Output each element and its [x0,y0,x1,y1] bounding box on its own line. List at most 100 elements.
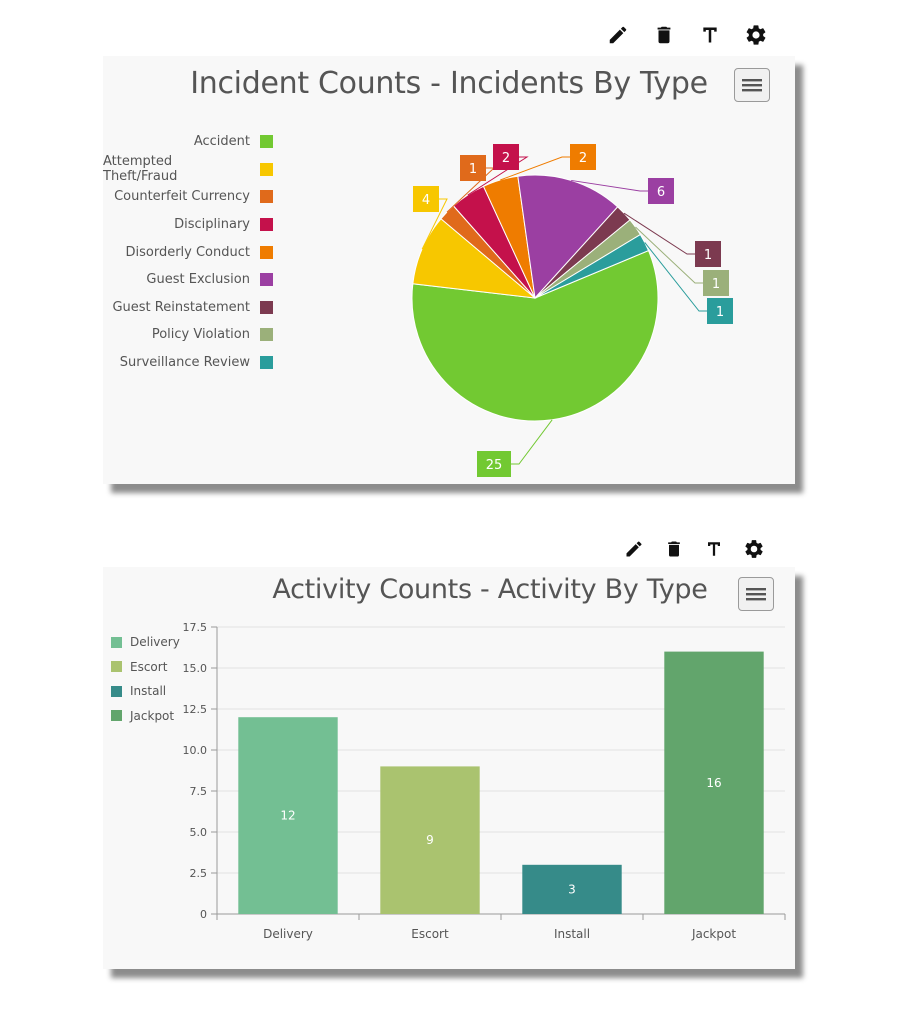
legend-item-policy-violation[interactable]: Policy Violation [103,321,273,349]
pie-connector [511,419,553,465]
legend-label: Guest Exclusion [146,272,250,288]
pencil-icon[interactable] [614,532,654,566]
pie-slice-surveillance-review[interactable] [534,233,650,299]
y-tick-label: 7.5 [190,785,208,798]
y-tick-label: 10.0 [183,744,208,757]
pie-slice-accident[interactable] [411,249,659,422]
y-tick-label: 12.5 [183,703,208,716]
activity-bar-chart: 0 2.5 5.0 7.5 10.0 12.5 15.0 17.5 12 Delivery 9 Esc… [183,621,786,941]
pie-data-label-box [460,155,486,181]
incident-toolbar [595,18,779,52]
bar-data-label: 12 [280,809,295,823]
bar-data-label: 16 [706,776,721,790]
pie-connector [500,156,570,181]
legend-swatch [260,135,273,149]
pie-data-label-box [695,241,721,267]
x-tick-label: Install [554,927,590,941]
legend-item-disciplinary[interactable]: Disciplinary [103,211,273,239]
pie-data-label: 2 [502,151,510,166]
pie-data-label: 2 [579,151,587,166]
pie-data-label-box [493,144,519,170]
legend-label: Policy Violation [151,327,250,343]
pie-connector [421,198,448,250]
legend-label: Jackpot [130,708,175,723]
activity-toolbar [614,532,774,566]
legend-item-escort[interactable]: Escort [111,655,180,680]
incident-chart-legend: Accident Attempted Theft/Fraud Counterfeit… [103,128,273,376]
legend-swatch [111,661,122,673]
pie-data-label: 1 [704,248,712,263]
activity-chart-legend: Delivery Escort Install Jackpot [111,630,180,728]
legend-label: Accident [193,134,250,150]
pie-connector [623,212,695,255]
legend-label: Disorderly Conduct [125,244,250,260]
bar-data-label: 9 [426,833,434,847]
pencil-icon[interactable] [595,18,641,52]
legend-item-jackpot[interactable]: Jackpot [111,704,180,729]
hamburger-menu-icon [742,79,762,92]
pie-data-label-box [570,144,596,170]
legend-item-surveillance-review[interactable]: Surveillance Review [103,349,273,377]
pie-data-label-box [703,270,729,296]
legend-label: Attempted Theft/Fraud [103,154,178,185]
text-icon[interactable] [694,532,734,566]
y-tick-label: 2.5 [190,867,208,880]
pie-data-label: 25 [486,458,503,473]
trash-icon[interactable] [641,18,687,52]
text-icon[interactable] [687,18,733,52]
legend-swatch [260,328,273,342]
legend-swatch [111,710,122,722]
legend-item-attempted-theft-fraud[interactable]: Attempted Theft/Fraud [103,154,273,185]
legend-label: Delivery [130,635,180,650]
bar-escort[interactable] [380,766,480,914]
pie-data-label-box [648,178,674,204]
legend-swatch [260,356,273,370]
legend-label: Counterfeit Currency [114,189,250,205]
pie-connector [644,242,707,312]
pie-slice-guest-exclusion[interactable] [517,174,619,300]
bar-delivery[interactable] [238,717,338,914]
legend-item-delivery[interactable]: Delivery [111,630,180,655]
gear-icon[interactable] [733,18,779,52]
legend-swatch [260,162,273,176]
legend-item-disorderly-conduct[interactable]: Disorderly Conduct [103,238,273,266]
legend-swatch [111,685,122,697]
legend-item-accident[interactable]: Accident [103,128,273,156]
gear-icon[interactable] [734,532,774,566]
pie-data-label: 1 [469,162,477,177]
bar-install[interactable] [522,864,622,914]
x-tick-label: Escort [411,927,449,941]
legend-swatch [111,636,122,648]
activity-chart-card: Activity Counts - Activity By Type Deliv… [103,567,795,969]
legend-item-guest-exclusion[interactable]: Guest Exclusion [103,266,273,294]
incident-chart-title: Incident Counts - Incidents By Type [190,66,708,101]
pie-data-label-box [477,451,511,477]
y-tick-label: 5.0 [190,826,208,839]
legend-label: Escort [130,659,168,674]
legend-swatch [260,245,273,259]
legend-swatch [260,218,273,232]
hamburger-menu-icon [746,588,766,601]
pie-data-label: 1 [716,305,724,320]
legend-item-counterfeit-currency[interactable]: Counterfeit Currency [103,183,273,211]
activity-chart-menu-button[interactable] [738,577,774,611]
pie-data-label: 1 [712,277,720,292]
legend-swatch [260,273,273,287]
legend-item-install[interactable]: Install [111,679,180,704]
incident-chart-card: Incident Counts - Incidents By Type Acci… [103,56,795,484]
legend-swatch [260,190,273,204]
trash-icon[interactable] [654,532,694,566]
legend-label: Guest Reinstatement [112,299,250,315]
incident-chart-menu-button[interactable] [734,68,770,102]
legend-item-guest-reinstatement[interactable]: Guest Reinstatement [103,294,273,322]
pie-data-label-box [707,298,733,324]
legend-swatch [260,300,273,314]
y-tick-label: 0 [200,908,207,921]
bar-jackpot[interactable] [664,651,764,914]
legend-label: Surveillance Review [119,355,250,371]
pie-data-label-box [413,186,439,212]
pie-connector [571,179,648,192]
legend-label: Install [130,684,167,699]
legend-label: Disciplinary [174,217,250,233]
